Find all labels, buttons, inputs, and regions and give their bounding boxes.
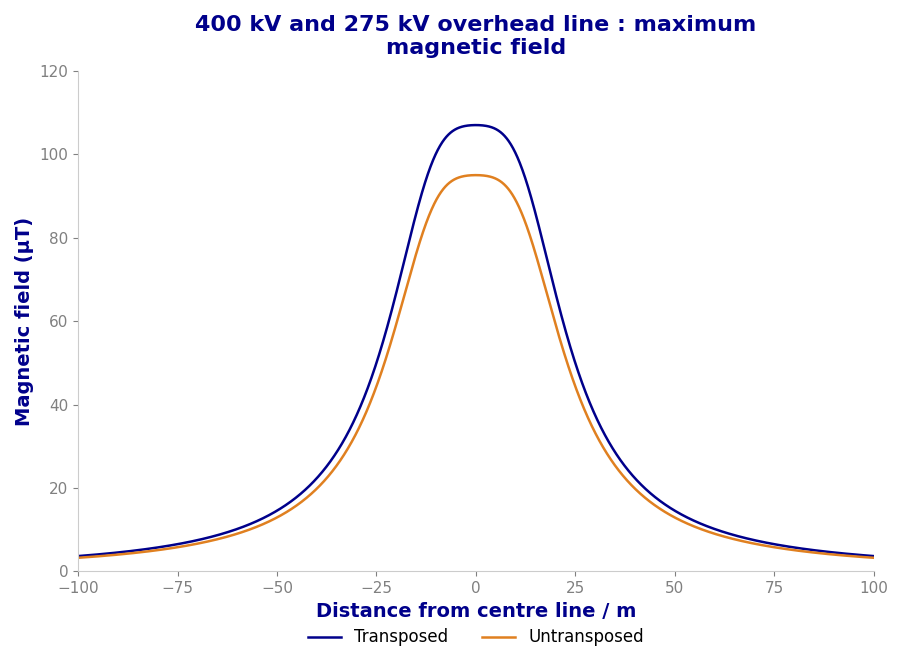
Line: Untransposed: Untransposed: [78, 175, 872, 558]
Y-axis label: Magnetic field (μT): Magnetic field (μT): [15, 217, 34, 425]
Line: Transposed: Transposed: [78, 125, 872, 556]
Untransposed: [470, 171, 481, 179]
Untransposed: [666, 512, 676, 520]
Transposed: [590, 412, 601, 420]
Untransposed: [376, 366, 387, 374]
Transposed: [549, 289, 560, 297]
Transposed: [726, 531, 737, 539]
Untransposed: [549, 319, 560, 327]
Transposed: [867, 552, 878, 560]
Untransposed: [73, 554, 84, 562]
Transposed: [217, 529, 228, 537]
Untransposed: [867, 554, 878, 562]
Untransposed: [217, 534, 228, 542]
X-axis label: Distance from centre line / m: Distance from centre line / m: [316, 602, 635, 621]
Transposed: [666, 505, 676, 513]
Transposed: [73, 552, 84, 560]
Transposed: [376, 341, 387, 349]
Untransposed: [590, 429, 601, 437]
Title: 400 kV and 275 kV overhead line : maximum
magnetic field: 400 kV and 275 kV overhead line : maximu…: [195, 15, 756, 58]
Transposed: [470, 121, 481, 129]
Untransposed: [726, 535, 737, 543]
Legend: Transposed, Untransposed: Transposed, Untransposed: [300, 622, 650, 653]
